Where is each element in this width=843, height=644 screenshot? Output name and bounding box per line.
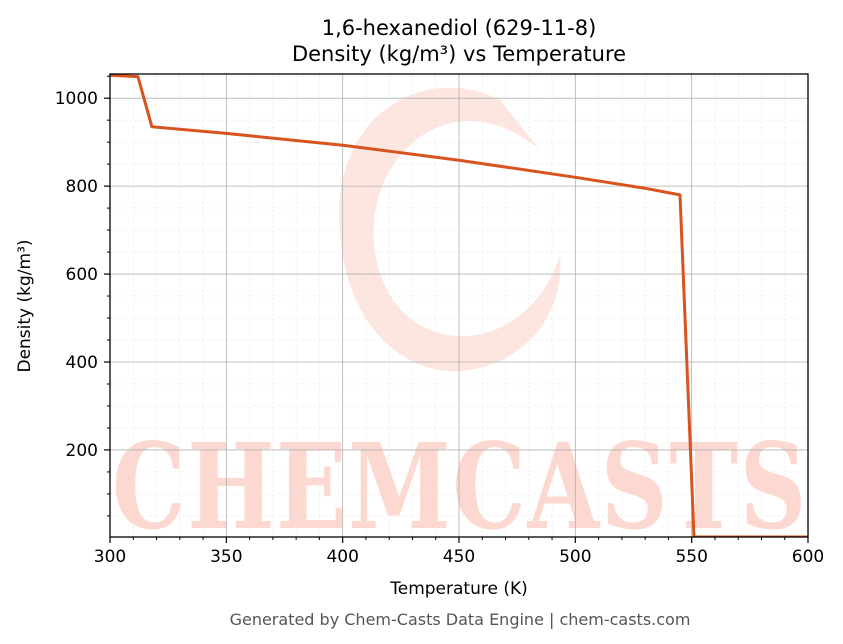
x-axis-label: Temperature (K)	[389, 579, 528, 599]
chart-subtitle: Density (kg/m³) vs Temperature	[292, 42, 626, 66]
y-tick-label: 200	[66, 441, 98, 461]
watermark-text: CHEMCASTS	[112, 417, 808, 556]
chemcasts-watermark: CHEMCASTS	[112, 87, 808, 556]
chart-title: 1,6-hexanediol (629-11-8)	[322, 16, 597, 40]
x-tick-label: 350	[210, 547, 242, 567]
y-tick-label: 800	[66, 177, 98, 197]
x-tick-label: 550	[675, 547, 707, 567]
series-layer	[110, 74, 808, 537]
watermark-swirl	[339, 87, 561, 372]
x-axis: 300 350 400 450 500 550 600	[94, 537, 824, 567]
y-tick-label: 600	[66, 265, 98, 285]
x-tick-label: 300	[94, 547, 126, 567]
y-tick-label: 1000	[55, 89, 98, 109]
x-tick-label: 400	[326, 547, 358, 567]
y-axis-label: Density (kg/m³)	[15, 239, 35, 372]
y-tick-label: 400	[66, 353, 98, 373]
footer-credit: Generated by Chem-Casts Data Engine | ch…	[230, 610, 691, 629]
x-tick-label: 500	[559, 547, 591, 567]
density-series-line	[110, 74, 808, 537]
x-tick-label: 600	[792, 547, 824, 567]
x-tick-label: 450	[443, 547, 475, 567]
y-axis: 200 400 600 800 1000	[55, 75, 110, 517]
